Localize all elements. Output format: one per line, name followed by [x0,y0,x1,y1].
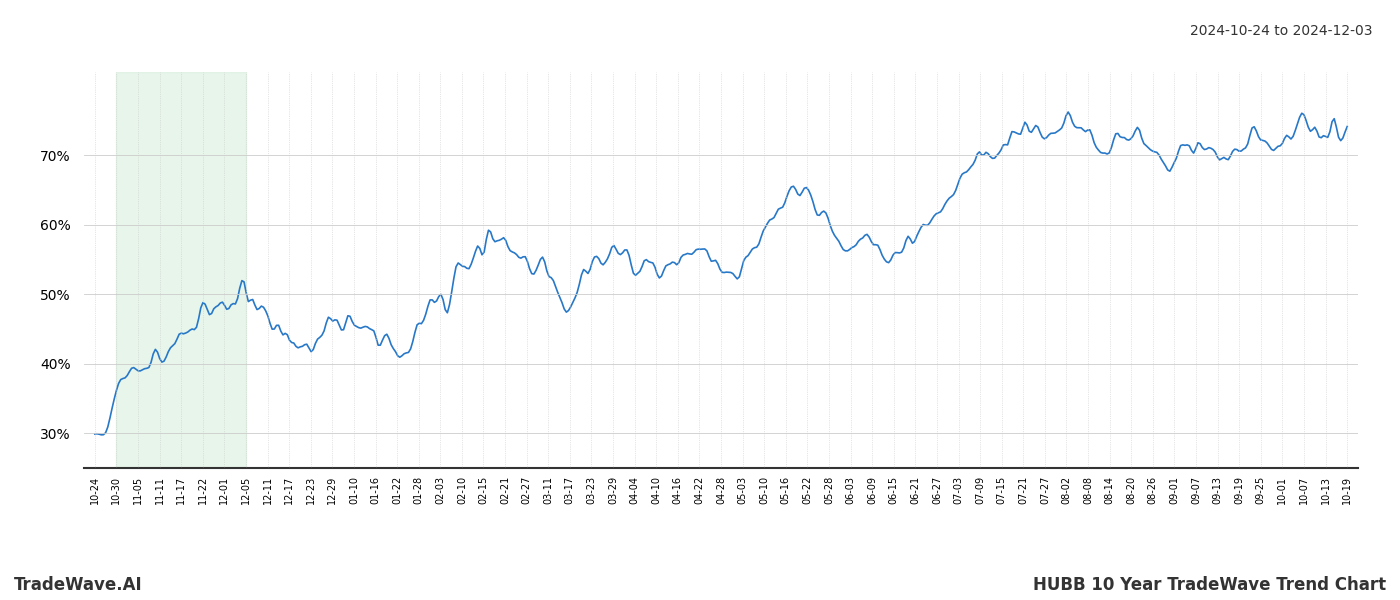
Text: 2024-10-24 to 2024-12-03: 2024-10-24 to 2024-12-03 [1190,24,1372,38]
Text: HUBB 10 Year TradeWave Trend Chart: HUBB 10 Year TradeWave Trend Chart [1033,576,1386,594]
Bar [116,72,246,468]
Text: TradeWave.AI: TradeWave.AI [14,576,143,594]
